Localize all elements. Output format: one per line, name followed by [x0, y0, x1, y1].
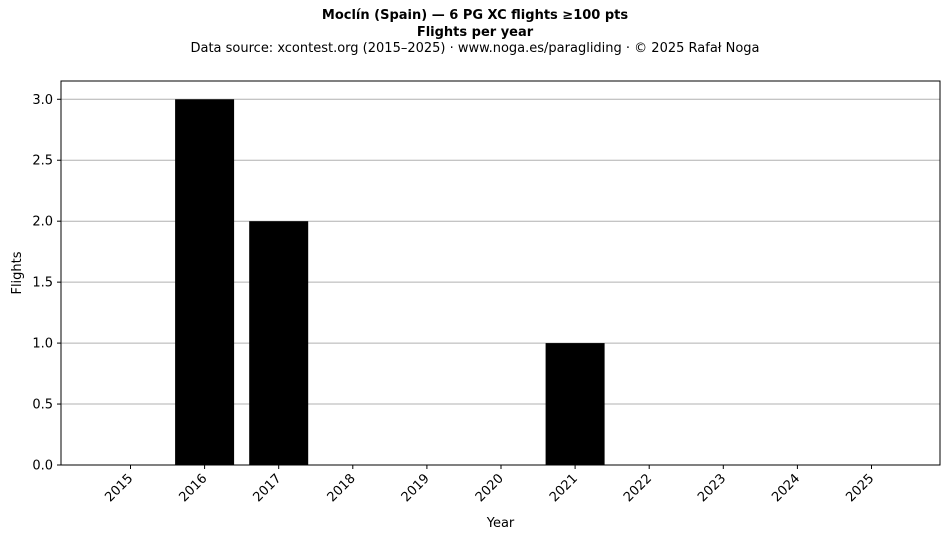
x-tick-label: 2015: [102, 471, 136, 505]
x-tick-label: 2017: [251, 471, 285, 505]
chart-titles: Moclín (Spain) — 6 PG XC flights ≥100 pt…: [0, 8, 950, 58]
y-tick-label: 0.5: [32, 398, 53, 413]
bar-2016: [175, 99, 235, 466]
y-axis: 0.0 0.5 1.0 1.5 2.0 2.5 3.0: [32, 93, 61, 474]
bar-2017: [249, 221, 309, 465]
x-tick-label: 2024: [769, 471, 803, 505]
x-tick-label: 2016: [176, 471, 210, 505]
y-axis-label: Flights: [10, 251, 25, 294]
x-tick-label: 2025: [843, 471, 877, 505]
x-axis: 2015 2016 2017 2018 2019 2020 2021 2022 2023 2024…: [102, 465, 877, 505]
bars: [175, 99, 605, 466]
x-tick-label: 2018: [325, 471, 359, 505]
x-tick-label: 2019: [399, 471, 433, 505]
y-tick-label: 2.0: [32, 215, 53, 230]
y-tick-label: 3.0: [32, 93, 53, 108]
x-tick-label: 2022: [621, 471, 655, 505]
chart-title: Moclín (Spain) — 6 PG XC flights ≥100 pt…: [321, 8, 629, 23]
y-tick-label: 2.5: [32, 154, 53, 169]
y-tick-label: 1.5: [32, 276, 53, 291]
y-tick-label: 1.0: [32, 337, 53, 352]
bar-2021: [545, 343, 605, 465]
x-axis-label: Year: [486, 516, 515, 531]
x-tick-label: 2021: [547, 471, 581, 505]
chart-source: Data source: xcontest.org (2015–2025) · …: [190, 41, 760, 56]
x-tick-label: 2023: [695, 471, 729, 505]
chart-subtitle: Flights per year: [416, 24, 534, 40]
x-tick-label: 2020: [473, 471, 507, 505]
y-tick-label: 0.0: [32, 459, 53, 474]
